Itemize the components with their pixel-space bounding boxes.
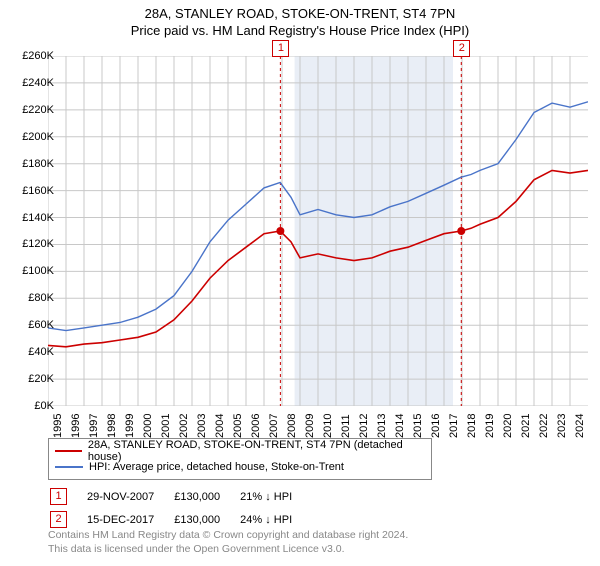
- sale-marker-box: 2: [453, 40, 470, 57]
- y-tick-label: £180K: [10, 158, 54, 170]
- legend: 28A, STANLEY ROAD, STOKE-ON-TRENT, ST4 7…: [48, 438, 432, 480]
- sale-delta: 24% ↓ HPI: [240, 509, 310, 530]
- table-row: 1 29-NOV-2007 £130,000 21% ↓ HPI: [50, 486, 310, 507]
- x-tick-label: 2004: [214, 414, 226, 438]
- page-title: 28A, STANLEY ROAD, STOKE-ON-TRENT, ST4 7…: [0, 6, 600, 21]
- x-tick-label: 2021: [520, 414, 532, 438]
- x-tick-label: 2010: [322, 414, 334, 438]
- x-tick-label: 2007: [268, 414, 280, 438]
- y-tick-label: £200K: [10, 131, 54, 143]
- y-tick-label: £120K: [10, 238, 54, 250]
- x-tick-label: 2016: [430, 414, 442, 438]
- x-tick-label: 1995: [52, 414, 64, 438]
- x-tick-label: 2003: [196, 414, 208, 438]
- legend-swatch: [55, 450, 82, 452]
- x-tick-label: 2013: [376, 414, 388, 438]
- y-tick-label: £80K: [10, 292, 54, 304]
- y-tick-label: £140K: [10, 212, 54, 224]
- footer-line: This data is licensed under the Open Gov…: [48, 542, 408, 556]
- table-row: 2 15-DEC-2017 £130,000 24% ↓ HPI: [50, 509, 310, 530]
- sale-delta: 21% ↓ HPI: [240, 486, 310, 507]
- price-chart: [48, 56, 588, 406]
- sale-marker-box: 1: [272, 40, 289, 57]
- x-tick-label: 2015: [412, 414, 424, 438]
- footer: Contains HM Land Registry data © Crown c…: [48, 528, 408, 556]
- y-tick-label: £260K: [10, 50, 54, 62]
- x-tick-label: 2009: [304, 414, 316, 438]
- sale-price: £130,000: [174, 509, 238, 530]
- footer-line: Contains HM Land Registry data © Crown c…: [48, 528, 408, 542]
- legend-label: 28A, STANLEY ROAD, STOKE-ON-TRENT, ST4 7…: [88, 439, 425, 463]
- y-tick-label: £60K: [10, 319, 54, 331]
- x-tick-label: 2022: [538, 414, 550, 438]
- x-tick-label: 2002: [178, 414, 190, 438]
- sales-table: 1 29-NOV-2007 £130,000 21% ↓ HPI 2 15-DE…: [48, 484, 312, 532]
- x-tick-label: 2023: [556, 414, 568, 438]
- sale-index-badge: 1: [50, 488, 67, 505]
- x-tick-label: 2001: [160, 414, 172, 438]
- x-tick-label: 2000: [142, 414, 154, 438]
- x-tick-label: 1999: [124, 414, 136, 438]
- x-tick-label: 1996: [70, 414, 82, 438]
- y-tick-label: £40K: [10, 346, 54, 358]
- legend-row: 28A, STANLEY ROAD, STOKE-ON-TRENT, ST4 7…: [55, 443, 425, 459]
- chart-svg: [48, 56, 588, 406]
- x-tick-label: 1997: [88, 414, 100, 438]
- x-tick-label: 2024: [574, 414, 586, 438]
- sale-index-badge: 2: [50, 511, 67, 528]
- legend-label: HPI: Average price, detached house, Stok…: [89, 461, 344, 473]
- x-tick-label: 1998: [106, 414, 118, 438]
- page-subtitle: Price paid vs. HM Land Registry's House …: [0, 23, 600, 38]
- x-tick-label: 2006: [250, 414, 262, 438]
- sale-date: 29-NOV-2007: [87, 486, 172, 507]
- y-tick-label: £0K: [10, 400, 54, 412]
- x-tick-label: 2020: [502, 414, 514, 438]
- x-tick-label: 2012: [358, 414, 370, 438]
- x-tick-label: 2018: [466, 414, 478, 438]
- sale-date: 15-DEC-2017: [87, 509, 172, 530]
- x-tick-label: 2008: [286, 414, 298, 438]
- legend-swatch: [55, 466, 83, 468]
- x-tick-label: 2017: [448, 414, 460, 438]
- x-tick-label: 2005: [232, 414, 244, 438]
- y-tick-label: £160K: [10, 185, 54, 197]
- y-tick-label: £100K: [10, 265, 54, 277]
- x-tick-label: 2011: [340, 414, 352, 438]
- x-tick-label: 2014: [394, 414, 406, 438]
- x-tick-label: 2019: [484, 414, 496, 438]
- y-tick-label: £220K: [10, 104, 54, 116]
- y-tick-label: £240K: [10, 77, 54, 89]
- y-tick-label: £20K: [10, 373, 54, 385]
- sale-price: £130,000: [174, 486, 238, 507]
